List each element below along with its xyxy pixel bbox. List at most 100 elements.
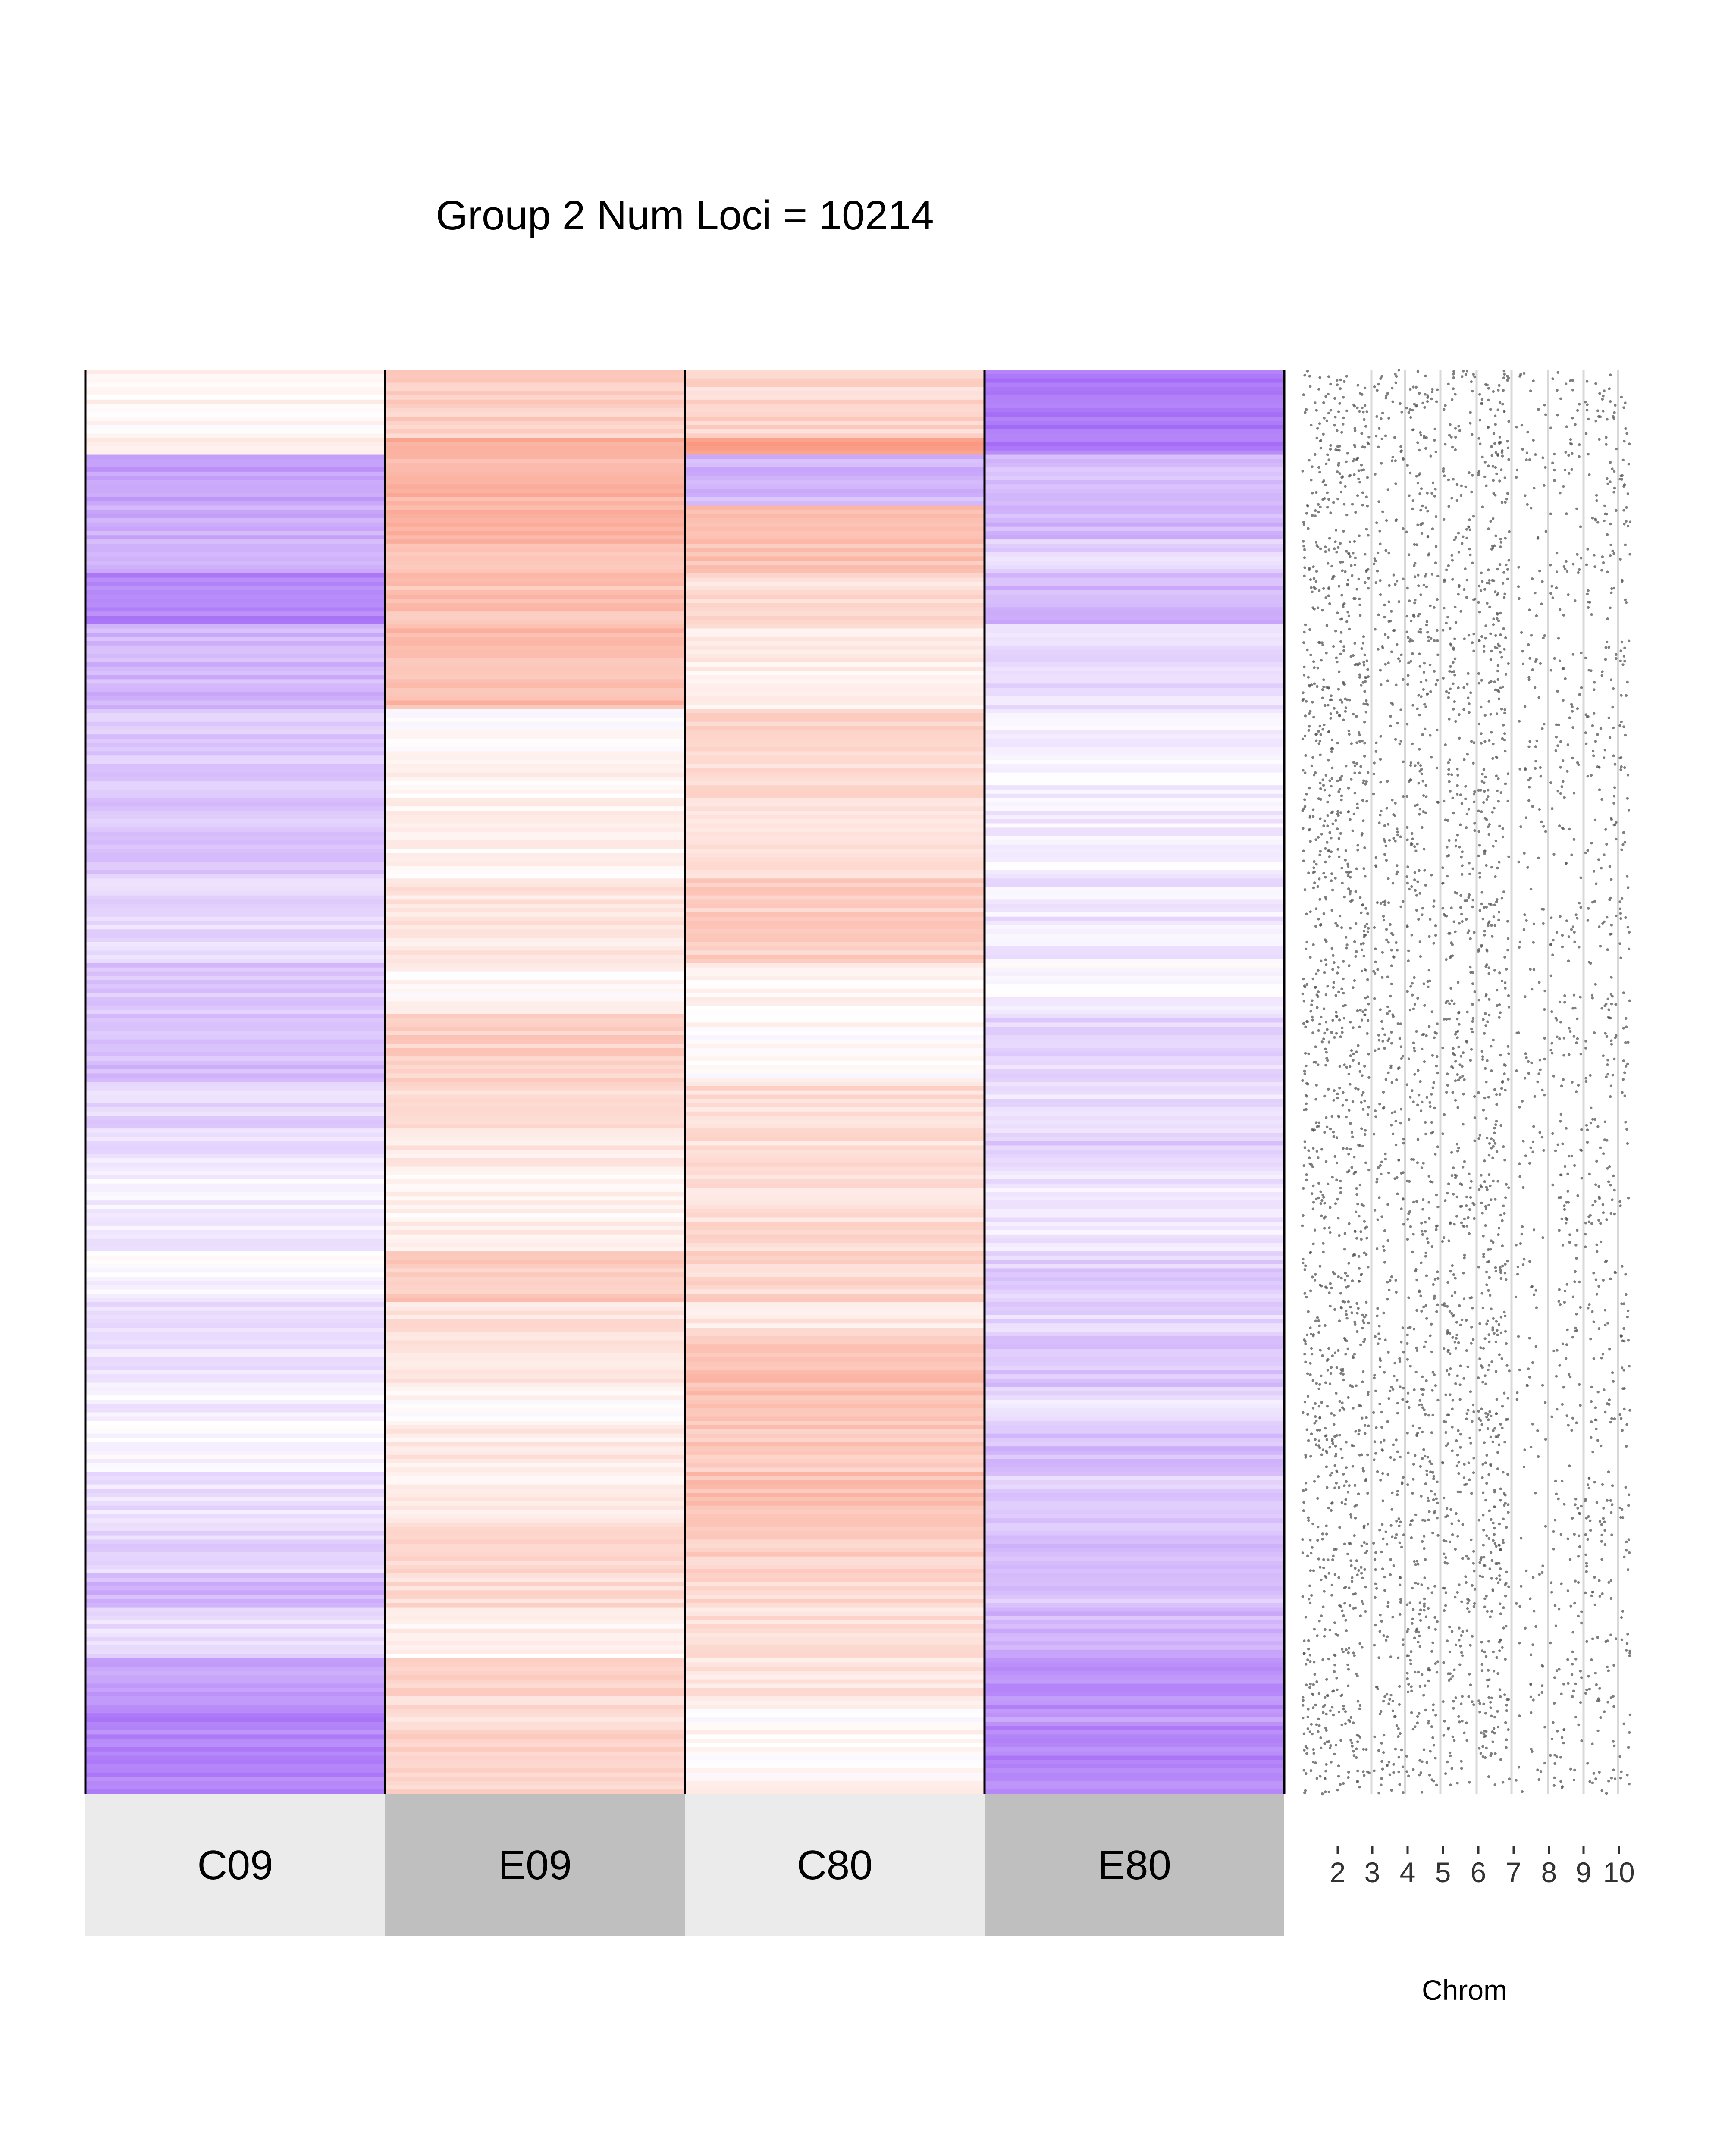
locus-point — [1425, 1096, 1429, 1099]
sample-label-bg-C09 — [85, 1794, 385, 1936]
heatmap-cell — [385, 471, 685, 476]
heatmap-cell — [385, 1561, 685, 1565]
locus-point — [1374, 581, 1377, 584]
locus-point — [1516, 1265, 1520, 1269]
locus-point — [1357, 1044, 1360, 1047]
locus-point — [1488, 579, 1491, 582]
locus-point — [1480, 742, 1483, 745]
locus-point — [1325, 1729, 1328, 1732]
heatmap-cell — [685, 556, 985, 561]
locus-point — [1348, 733, 1351, 736]
heatmap-cell — [985, 1179, 1284, 1184]
heatmap-cell — [685, 1082, 985, 1087]
locus-point — [1450, 1294, 1454, 1297]
locus-point — [1333, 961, 1336, 964]
locus-point — [1360, 1101, 1363, 1104]
locus-point — [1367, 1771, 1371, 1774]
locus-point — [1479, 1752, 1482, 1755]
locus-point — [1544, 1401, 1547, 1404]
locus-point — [1360, 1572, 1363, 1575]
heatmap-cell — [385, 1709, 685, 1714]
heatmap-cell — [385, 1510, 685, 1514]
locus-point — [1386, 1635, 1389, 1638]
locus-point — [1444, 1001, 1448, 1004]
heatmap-cell — [985, 1137, 1284, 1142]
locus-point — [1504, 501, 1507, 504]
locus-point — [1493, 1505, 1496, 1508]
locus-point — [1431, 1389, 1434, 1392]
heatmap-cell — [85, 548, 385, 553]
locus-point — [1352, 458, 1356, 461]
heatmap-cell — [985, 1603, 1284, 1608]
locus-point — [1312, 586, 1316, 589]
locus-point — [1302, 1716, 1305, 1720]
locus-point — [1452, 1314, 1455, 1317]
heatmap-cell — [985, 1357, 1284, 1362]
locus-point — [1352, 552, 1355, 555]
locus-point — [1505, 1278, 1508, 1281]
locus-point — [1456, 1106, 1459, 1109]
heatmap-cell — [385, 1230, 685, 1235]
locus-point — [1315, 1723, 1318, 1726]
heatmap-cell — [85, 1548, 385, 1553]
locus-point — [1451, 1675, 1454, 1678]
heatmap-cell — [985, 480, 1284, 485]
locus-point — [1422, 671, 1426, 674]
heatmap-cell — [385, 1285, 685, 1290]
heatmap-cell — [385, 1590, 685, 1595]
locus-point — [1408, 1601, 1411, 1604]
locus-point — [1355, 1756, 1358, 1759]
heatmap-cell — [385, 1573, 685, 1578]
locus-point — [1407, 1451, 1410, 1454]
locus-point — [1494, 466, 1497, 469]
locus-point — [1333, 1464, 1336, 1467]
locus-point — [1466, 931, 1469, 934]
locus-point — [1414, 1670, 1417, 1674]
heatmap-cell — [385, 1505, 685, 1510]
locus-point — [1423, 406, 1426, 409]
locus-point — [1488, 1013, 1491, 1017]
locus-point — [1536, 1429, 1539, 1432]
locus-point — [1446, 1281, 1449, 1284]
heatmap-cell — [85, 1370, 385, 1375]
locus-point — [1333, 1089, 1336, 1092]
heatmap-cell — [85, 1717, 385, 1722]
locus-point — [1505, 498, 1509, 501]
locus-point — [1504, 987, 1507, 990]
locus-point — [1411, 1617, 1414, 1620]
locus-point — [1421, 780, 1424, 783]
locus-point — [1307, 676, 1310, 679]
locus-point — [1353, 642, 1356, 645]
heatmap-cell — [385, 548, 685, 553]
locus-point — [1322, 1250, 1325, 1254]
locus-point — [1427, 1201, 1430, 1204]
locus-point — [1469, 937, 1472, 940]
heatmap-cell — [985, 883, 1284, 887]
locus-point — [1383, 1229, 1386, 1232]
heatmap-cell — [685, 582, 985, 586]
locus-point — [1503, 1272, 1507, 1275]
locus-point — [1393, 1458, 1396, 1461]
heatmap-cell — [85, 535, 385, 540]
locus-point — [1435, 1671, 1439, 1674]
heatmap-cell — [985, 738, 1284, 743]
locus-point — [1482, 1255, 1485, 1258]
locus-point — [1338, 1065, 1341, 1068]
locus-point — [1322, 1566, 1325, 1570]
locus-point — [1303, 1338, 1306, 1341]
locus-point — [1480, 1292, 1484, 1295]
heatmap-cell — [85, 929, 385, 934]
locus-point — [1423, 1408, 1426, 1411]
locus-point — [1406, 464, 1409, 467]
locus-point — [1539, 766, 1542, 769]
locus-point — [1390, 949, 1393, 952]
locus-point — [1313, 1673, 1316, 1676]
heatmap-cell — [85, 891, 385, 896]
locus-point — [1373, 1769, 1376, 1772]
locus-point — [1316, 685, 1319, 688]
locus-point — [1517, 566, 1520, 569]
locus-point — [1447, 1679, 1451, 1682]
heatmap-cell — [85, 988, 385, 993]
locus-point — [1468, 1436, 1471, 1440]
locus-point — [1411, 1727, 1415, 1731]
